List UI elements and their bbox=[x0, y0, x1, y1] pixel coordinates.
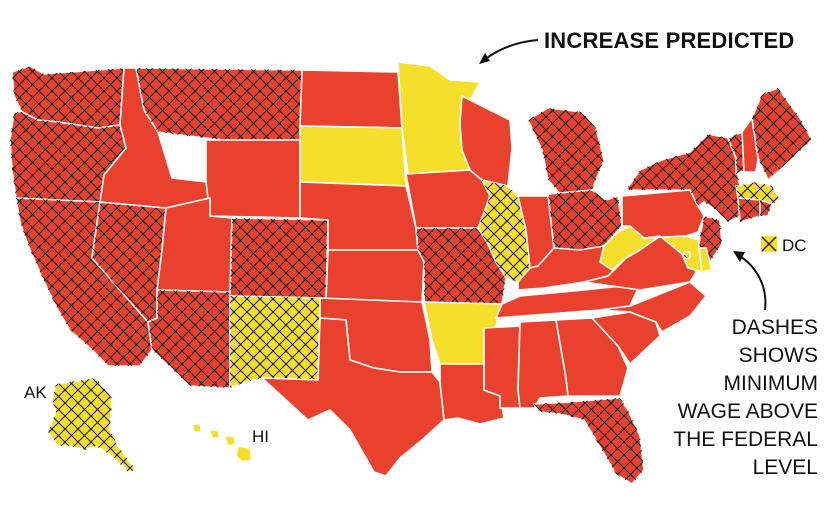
state-ak bbox=[47, 377, 137, 473]
title-arrow-head bbox=[479, 53, 490, 64]
hi-label: HI bbox=[252, 427, 269, 446]
state-hatch-mt bbox=[136, 68, 302, 140]
state-mo bbox=[415, 227, 507, 305]
note-line: WAGE ABOVE bbox=[678, 400, 818, 423]
state-fill-nd bbox=[299, 69, 403, 129]
state-hatch-nv bbox=[92, 202, 166, 322]
state-hatch-ca bbox=[16, 198, 152, 366]
note-line: MINIMUM bbox=[724, 372, 818, 395]
dc-label: DC bbox=[782, 236, 807, 255]
dc-swatch bbox=[761, 236, 777, 252]
state-hatch-co bbox=[230, 218, 328, 298]
state-fill-md bbox=[643, 235, 703, 273]
state-hatch-mo bbox=[416, 228, 506, 304]
state-fill-tn bbox=[495, 283, 641, 319]
state-hatch-ct bbox=[738, 198, 760, 222]
note-arrow-head bbox=[733, 251, 745, 262]
state-vt bbox=[727, 131, 745, 175]
state-fill-nc bbox=[599, 281, 707, 333]
state-az bbox=[147, 289, 231, 389]
note-block: DASHES SHOWS MINIMUM WAGE ABOVE THE FEDE… bbox=[673, 316, 818, 479]
note-line: THE FEDERAL bbox=[673, 428, 818, 451]
state-hatch-il bbox=[478, 180, 530, 282]
state-mi bbox=[527, 107, 605, 197]
state-ia bbox=[405, 169, 491, 229]
state-dc bbox=[683, 251, 691, 259]
state-hatch-or bbox=[10, 112, 126, 202]
state-fill-wv bbox=[599, 225, 661, 271]
states-layer bbox=[9, 61, 813, 485]
state-fl bbox=[533, 397, 645, 485]
state-or bbox=[9, 111, 127, 203]
title-arrow bbox=[483, 39, 539, 61]
state-co bbox=[229, 217, 329, 299]
state-nm bbox=[229, 295, 321, 389]
state-fill-sd bbox=[299, 125, 407, 187]
state-hatch-nm bbox=[230, 296, 320, 388]
state-hatch-ri bbox=[760, 200, 772, 216]
state-mt bbox=[135, 67, 303, 141]
state-hatch-ny bbox=[626, 134, 744, 222]
note-arrow bbox=[737, 254, 767, 311]
note-line: DASHES bbox=[732, 316, 818, 339]
state-hatch-az bbox=[148, 290, 230, 388]
state-ct bbox=[737, 197, 761, 223]
state-wy bbox=[205, 139, 301, 219]
state-hatch-oh bbox=[548, 190, 622, 250]
map-title: INCREASE PREDICTED bbox=[544, 28, 795, 53]
state-hatch-dc bbox=[684, 252, 690, 258]
state-sd bbox=[299, 125, 407, 187]
state-il bbox=[477, 179, 531, 283]
state-wv bbox=[599, 225, 661, 271]
ak-label: AK bbox=[24, 383, 47, 402]
state-hatch-vt bbox=[728, 132, 744, 174]
state-hatch-fl bbox=[534, 398, 644, 484]
state-fill-hi bbox=[191, 423, 253, 463]
state-hatch-mi bbox=[528, 108, 604, 196]
state-fill-wy bbox=[205, 139, 301, 219]
state-oh bbox=[547, 189, 623, 251]
state-hatch-wa bbox=[12, 66, 124, 128]
state-nc bbox=[599, 281, 707, 333]
state-md bbox=[643, 235, 703, 273]
state-hatch-ak bbox=[48, 378, 136, 472]
state-ks bbox=[325, 249, 425, 303]
state-fill-ks bbox=[325, 249, 425, 303]
state-me bbox=[751, 87, 813, 181]
state-nd bbox=[299, 69, 403, 129]
state-fill-ia bbox=[405, 169, 491, 229]
state-tn bbox=[495, 283, 641, 319]
note-line: LEVEL bbox=[753, 456, 818, 479]
state-fill-tx bbox=[261, 317, 445, 477]
note-line: SHOWS bbox=[739, 344, 818, 367]
state-hi bbox=[191, 423, 253, 463]
state-wa bbox=[11, 65, 125, 129]
state-ri bbox=[759, 199, 773, 217]
state-hatch-me bbox=[752, 88, 812, 180]
state-tx bbox=[261, 317, 445, 477]
